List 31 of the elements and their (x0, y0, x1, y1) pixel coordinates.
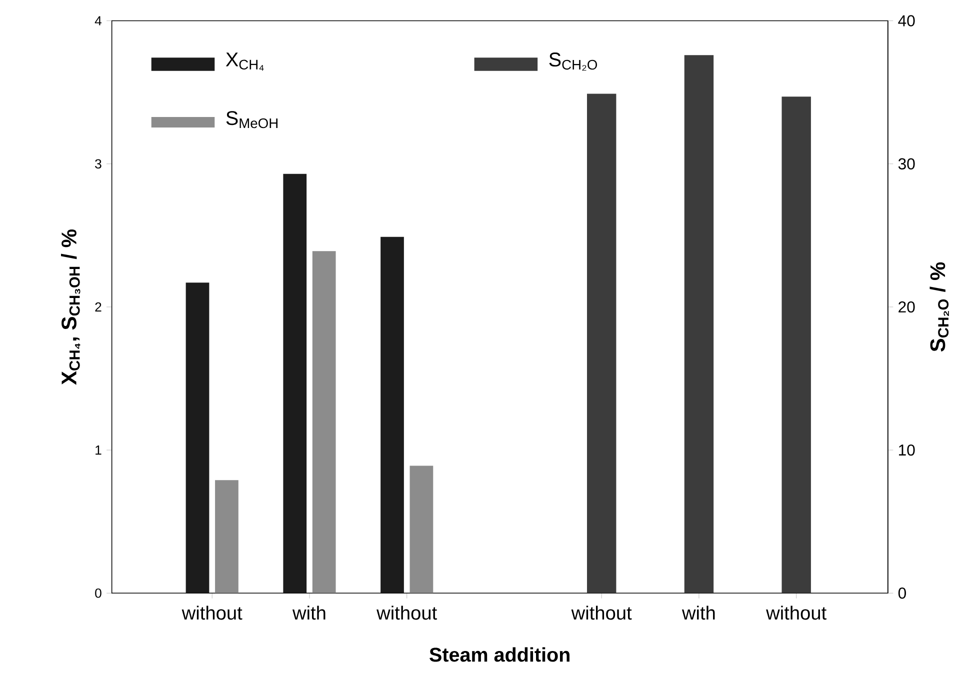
y-tick-label: 3 (95, 159, 102, 168)
bar (215, 480, 238, 594)
bar (283, 174, 307, 594)
bar (684, 55, 714, 594)
y2-tick-label: 0 (898, 588, 906, 599)
x-tick-label: without (766, 606, 826, 620)
x-tick-label: with (292, 606, 326, 620)
legend-label: S$_{CH₂O}$ (549, 52, 598, 71)
bar (782, 96, 811, 594)
x-tick-label: without (571, 606, 632, 620)
y-tick-label: 2 (95, 302, 102, 312)
y2-tick-label: 10 (898, 444, 915, 456)
x-tick-label: without (182, 606, 242, 620)
y-tick-label: 1 (96, 445, 102, 455)
y-axis-title: X$_{CH₄}$, S$_{CH₃OH}$ / % (61, 229, 80, 385)
y2-axis-title: S$_{CH₂O}$ / % (930, 262, 949, 352)
y2-tick-label: 30 (898, 158, 915, 170)
legend-label: S$_{MeOH}$ (226, 111, 278, 128)
bar (186, 282, 210, 594)
y-tick-label: 0 (95, 588, 102, 598)
x-tick-label: without (376, 606, 437, 620)
bar (586, 94, 616, 594)
bar (380, 236, 404, 594)
y-tick-label: 4 (94, 16, 102, 26)
y2-tick-label: 20 (898, 301, 915, 313)
legend-label: X$_{CH₄}$ (226, 52, 264, 71)
x-axis-title: Steam addition (430, 647, 570, 662)
bar (410, 466, 434, 594)
x-tick-label: with (682, 606, 715, 620)
y2-tick-label: 40 (898, 15, 915, 26)
bar (312, 251, 336, 594)
